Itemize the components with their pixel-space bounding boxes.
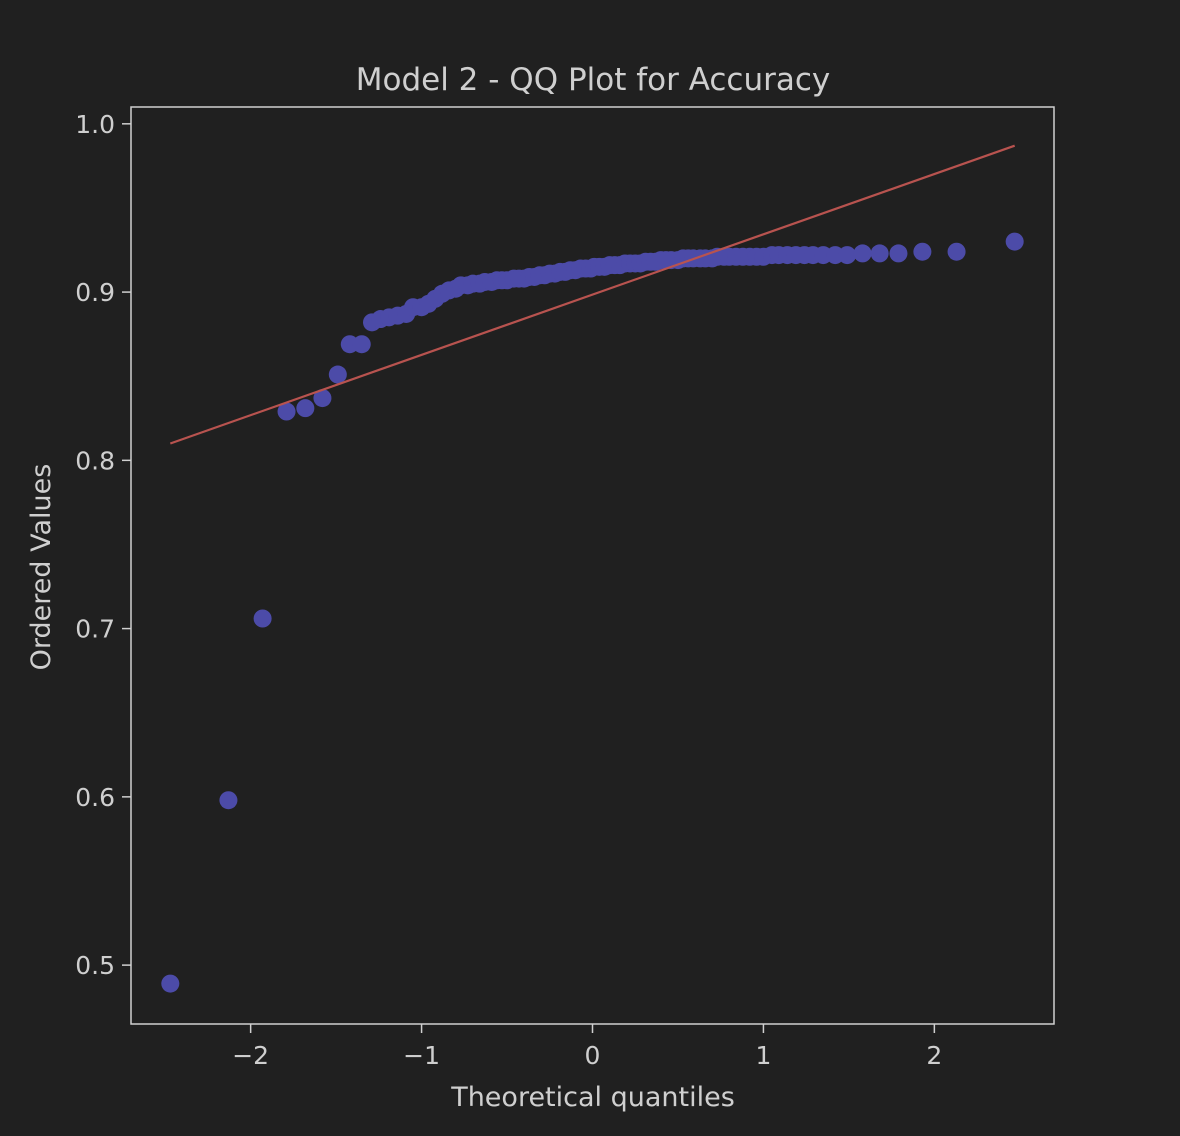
y-tick-label: 0.5 — [75, 951, 115, 980]
data-point — [296, 399, 315, 418]
fit-line — [169, 144, 1016, 445]
x-axis-ticks: −2 −1 0 1 2 — [232, 1024, 942, 1070]
x-tick-label: 1 — [755, 1041, 771, 1070]
y-tick-label: 0.7 — [75, 615, 115, 644]
data-point — [219, 791, 238, 810]
y-axis-ticks: 0.5 0.6 0.7 0.8 0.9 1.0 — [75, 110, 131, 980]
x-axis-label: Theoretical quantiles — [450, 1082, 735, 1113]
data-point — [313, 389, 332, 408]
data-point — [253, 609, 272, 628]
y-tick-label: 0.8 — [75, 446, 115, 475]
chart-title: Model 2 - QQ Plot for Accuracy — [356, 62, 831, 98]
x-tick-label: 0 — [585, 1041, 601, 1070]
plot-area — [131, 107, 1054, 1024]
data-point — [328, 365, 347, 384]
x-tick-label: 2 — [926, 1041, 942, 1070]
data-point — [161, 974, 180, 993]
data-point — [889, 244, 908, 263]
data-point — [853, 244, 872, 263]
x-tick-label: −2 — [232, 1041, 269, 1070]
y-tick-label: 1.0 — [75, 110, 115, 139]
data-point — [870, 244, 889, 263]
data-point — [1005, 232, 1024, 251]
data-point — [947, 242, 966, 261]
data-point — [913, 242, 932, 261]
data-point — [277, 402, 296, 421]
data-point — [838, 246, 857, 265]
x-tick-label: −1 — [403, 1041, 440, 1070]
data-point — [352, 335, 371, 354]
y-tick-label: 0.9 — [75, 278, 115, 307]
data-points — [161, 232, 1024, 993]
y-tick-label: 0.6 — [75, 783, 115, 812]
y-axis-label: Ordered Values — [26, 464, 57, 671]
